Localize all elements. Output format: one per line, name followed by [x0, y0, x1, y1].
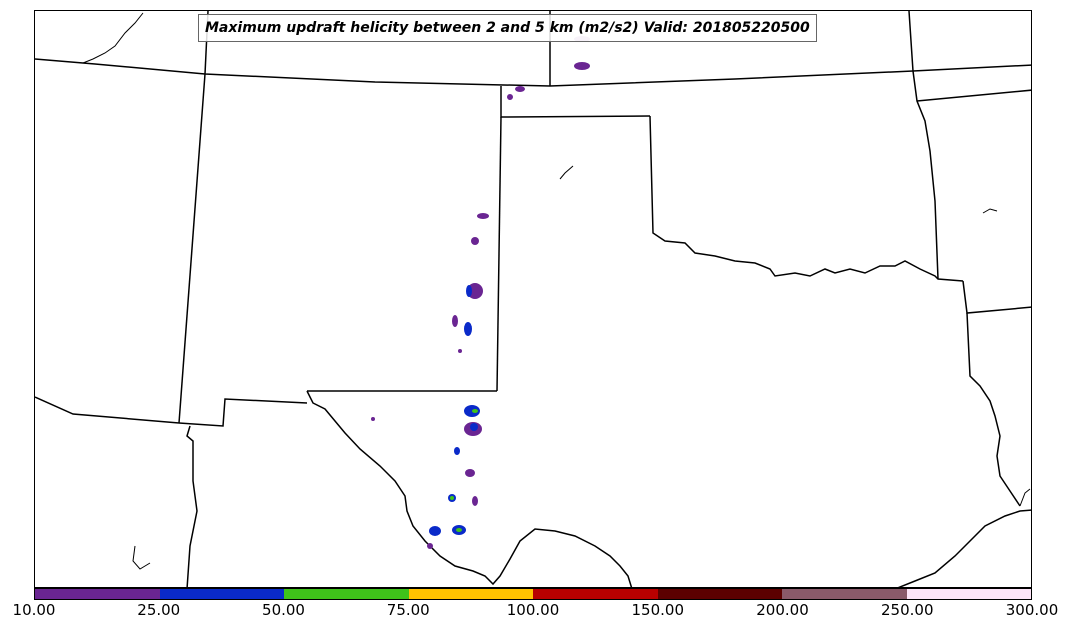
- colorbar-segment-5: [657, 589, 782, 599]
- boundary-ia-mo: [916, 89, 1031, 102]
- map-title: Maximum updraft helicity between 2 and 5…: [198, 14, 817, 42]
- lake-detail-3: [982, 208, 998, 214]
- boundary-co-west: [178, 73, 206, 424]
- lake-detail-2: [559, 165, 574, 180]
- boundary-tx-west: [306, 390, 633, 587]
- colorbar: [34, 588, 1032, 600]
- coast-detail-1: [132, 545, 151, 570]
- colorbar-segment-0: [35, 589, 160, 599]
- swath-24: [427, 543, 433, 549]
- colorbar-tick-label: 300.00: [1005, 601, 1059, 619]
- colorbar-segment-2: [284, 589, 409, 599]
- boundary-north: [35, 58, 1031, 87]
- map-panel: [34, 10, 1032, 588]
- swath-9: [452, 315, 458, 327]
- boundary-gulf-coast: [897, 509, 1031, 587]
- swath-15: [470, 423, 478, 431]
- swath-13: [472, 409, 478, 413]
- swath-10: [464, 322, 472, 336]
- colorbar-segment-3: [408, 589, 533, 599]
- colorbar-segment-7: [906, 589, 1031, 599]
- colorbar-tick-label: 250.00: [881, 601, 934, 619]
- colorbar-ticks: 10.00 25.00 50.00 75.00 100.00 150.00 200.00 25…: [13, 600, 1059, 630]
- coast-details: [82, 12, 1031, 570]
- swath-25: [371, 417, 375, 421]
- swath-1: [515, 86, 525, 92]
- swath-19: [450, 496, 454, 500]
- state-boundaries: [35, 11, 1031, 587]
- colorbar-tick-label: 150.00: [631, 601, 685, 619]
- swath-2: [574, 62, 590, 70]
- boundary-ok-west: [496, 116, 502, 392]
- colorbar-segment-6: [782, 589, 907, 599]
- colorbar-tick-label: 25.00: [137, 601, 181, 619]
- swath-5: [477, 213, 489, 219]
- colorbar-tick-label: 50.00: [262, 601, 305, 619]
- swath-8: [466, 285, 472, 297]
- boundary-nm-south: [178, 398, 308, 427]
- coast-detail-2: [1019, 488, 1031, 507]
- boundary-tx-east: [966, 312, 1021, 507]
- swath-17: [465, 469, 475, 477]
- swath-23: [456, 528, 462, 532]
- colorbar-segment-4: [533, 589, 658, 599]
- colorbar-tick-label: 75.00: [386, 601, 430, 619]
- swath-4: [507, 94, 513, 100]
- swath-20: [472, 496, 478, 506]
- colorbar-tick-label: 10.00: [12, 601, 56, 619]
- boundary-ok-east: [649, 115, 964, 282]
- colorbar-segment-1: [159, 589, 284, 599]
- colorbar-tick-label: 200.00: [756, 601, 809, 619]
- helicity-swaths: [371, 36, 590, 549]
- swath-21: [429, 526, 441, 536]
- boundary-mx-az: [186, 425, 198, 587]
- boundary-ar-la: [962, 280, 1031, 314]
- swath-6: [471, 237, 479, 245]
- lake-detail-1: [82, 12, 144, 64]
- colorbar-tick-label: 100.00: [506, 601, 560, 619]
- boundary-mo-west: [908, 11, 939, 280]
- swath-16: [454, 447, 460, 455]
- boundary-az-nm: [35, 396, 180, 424]
- swath-11: [458, 349, 462, 353]
- map-canvas: [35, 11, 1031, 587]
